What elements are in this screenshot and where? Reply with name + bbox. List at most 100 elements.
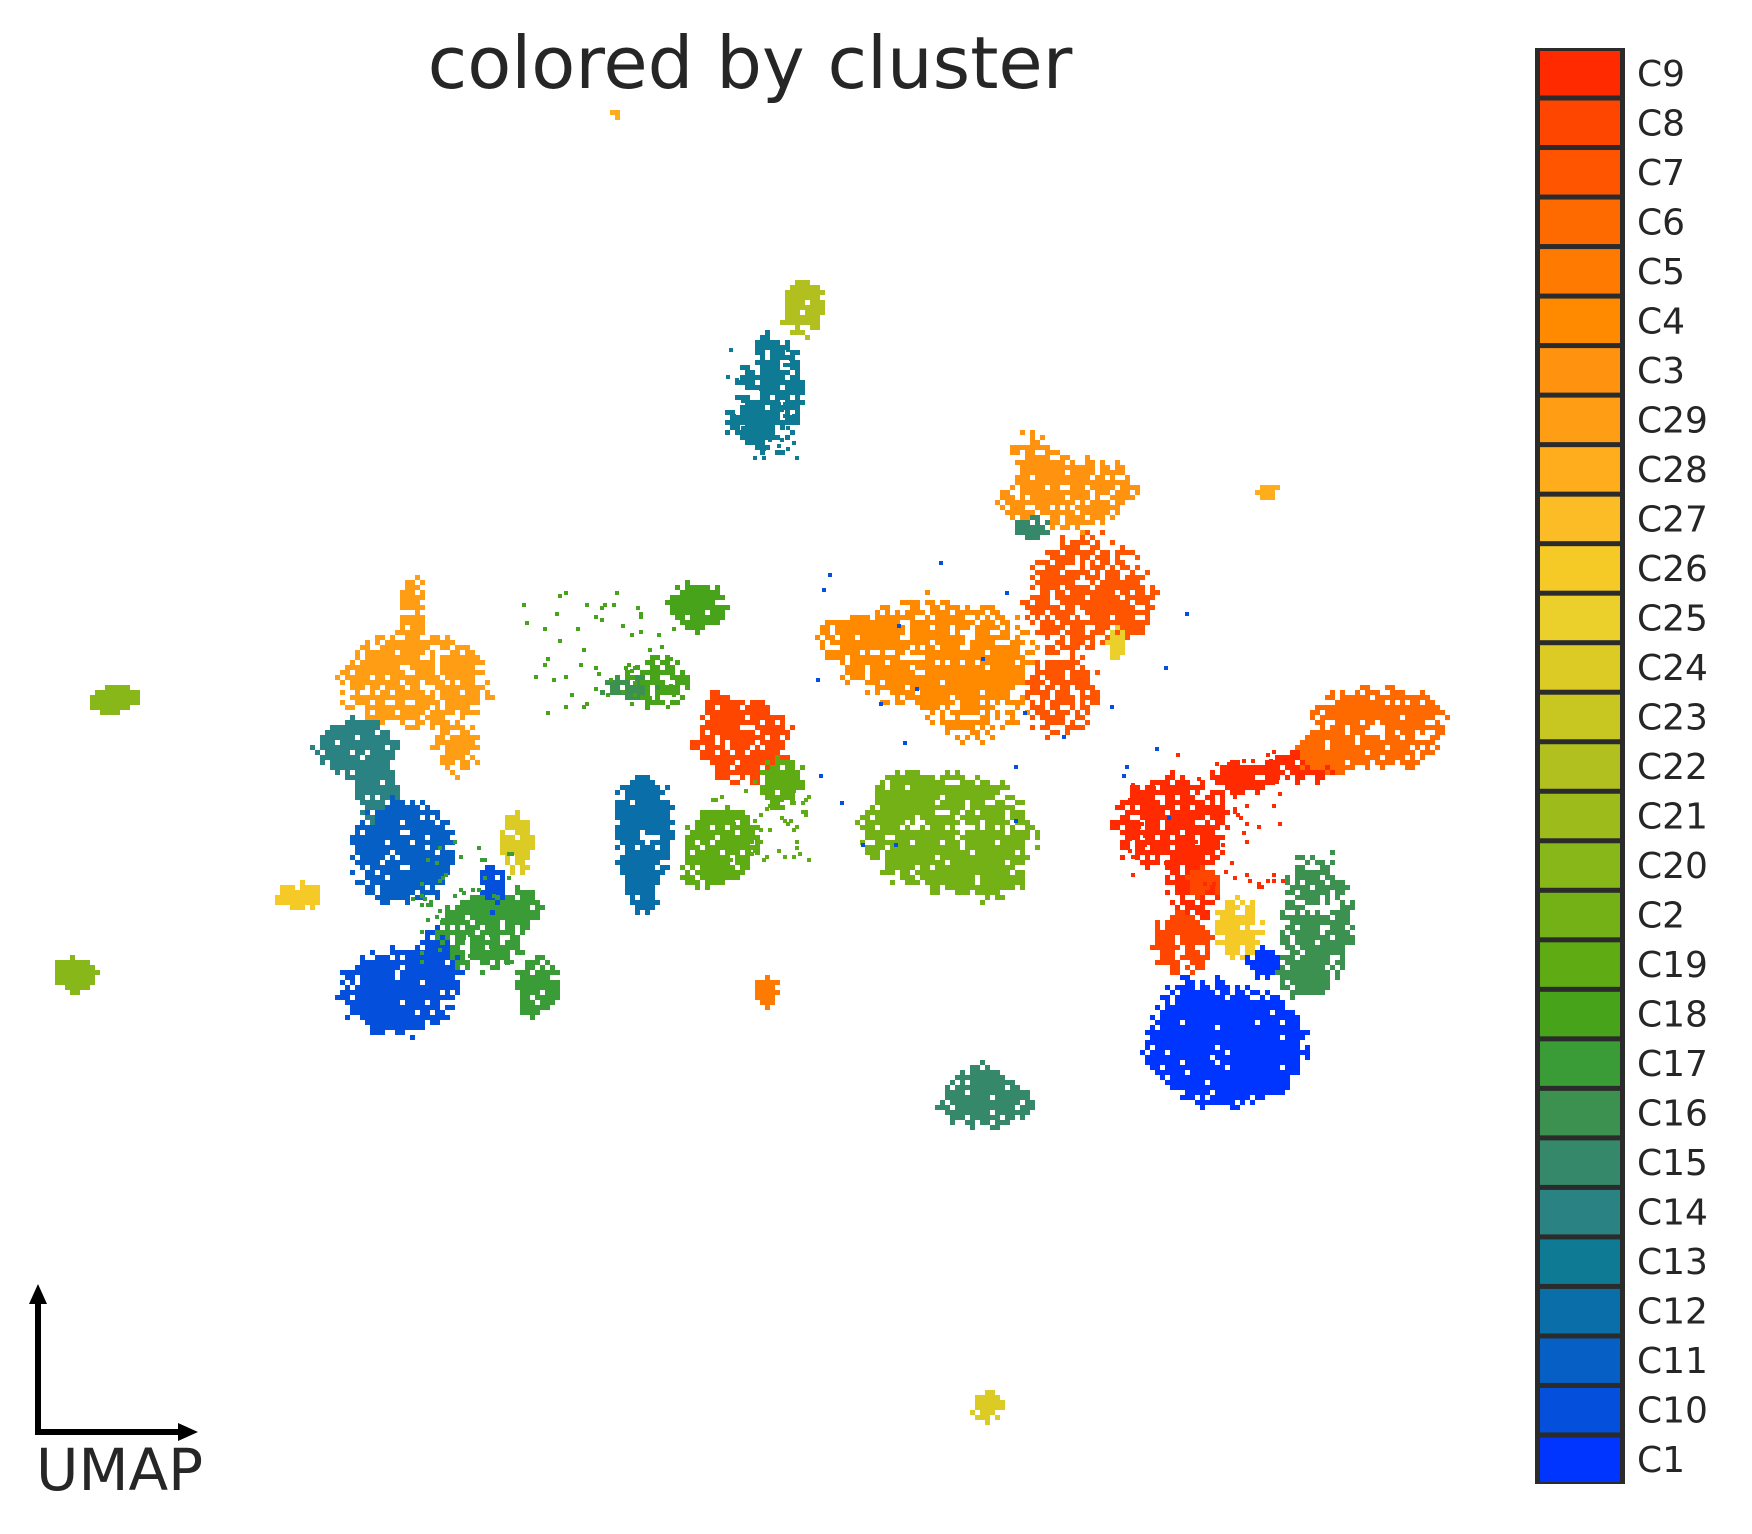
point-c10 <box>345 1000 350 1005</box>
point-c11 <box>375 810 380 815</box>
point-c29 <box>425 670 430 675</box>
point-c29 <box>445 710 450 715</box>
point-c29 <box>460 755 465 760</box>
point-c11 <box>370 850 375 855</box>
point-c10 <box>400 1020 405 1025</box>
point-c10 <box>490 890 495 895</box>
point-c10 <box>365 1020 370 1025</box>
point-c29 <box>365 715 370 720</box>
point-c10 <box>480 875 485 880</box>
point-c17 <box>525 975 530 980</box>
point-c11 <box>400 875 405 880</box>
point-c29 <box>390 670 395 675</box>
point-c26 <box>295 890 300 895</box>
point-c10 <box>395 965 400 970</box>
point-c10 <box>365 985 370 990</box>
point-c29 <box>465 655 470 660</box>
point-c17 <box>500 915 505 920</box>
point-c17 <box>540 975 545 980</box>
point-c29 <box>460 655 465 660</box>
point-c26 <box>290 885 295 890</box>
point-c11 <box>415 820 420 825</box>
point-c29 <box>380 650 385 655</box>
point-c13 <box>760 450 765 455</box>
point-c22 <box>795 300 800 305</box>
point-c29 <box>435 745 440 750</box>
point-c10 <box>390 950 395 955</box>
point-c14 <box>335 750 340 755</box>
point-c20 <box>90 980 95 985</box>
point-c14 <box>365 760 370 765</box>
point-c29 <box>415 675 420 680</box>
point-c22 <box>805 285 810 290</box>
point-c14 <box>355 780 360 785</box>
point-c11 <box>350 835 355 840</box>
point-c29 <box>370 655 375 660</box>
point-c14 <box>320 740 325 745</box>
point-c10 <box>375 1005 380 1010</box>
point-c20 <box>125 695 130 700</box>
point-c29 <box>370 650 375 655</box>
point-c13 <box>755 405 760 410</box>
point-c13 <box>790 375 795 380</box>
point-c29 <box>370 660 375 665</box>
point-c13 <box>755 435 760 440</box>
point-c17 <box>470 955 475 960</box>
point-c11 <box>395 805 400 810</box>
point-c14 <box>360 810 365 815</box>
point-c14 <box>350 765 355 770</box>
point-c29 <box>445 640 450 645</box>
point-c14 <box>340 760 345 765</box>
point-c14 <box>385 735 390 740</box>
point-c17 <box>505 950 510 955</box>
point-c29 <box>410 680 415 685</box>
point-c10 <box>355 1005 360 1010</box>
point-c29 <box>450 655 455 660</box>
point-c17 <box>455 965 460 970</box>
point-c17 <box>545 990 550 995</box>
point-c14 <box>330 730 335 735</box>
point-c24 <box>520 825 525 830</box>
point-c14 <box>350 760 355 765</box>
point-c29 <box>470 690 475 695</box>
point-c11 <box>370 875 375 880</box>
point-c20 <box>70 985 75 990</box>
point-c14 <box>310 745 315 750</box>
point-c24 <box>520 850 525 855</box>
point-c20 <box>115 685 120 690</box>
point-c11 <box>395 835 400 840</box>
point-c10 <box>360 1000 365 1005</box>
point-c20 <box>120 700 125 705</box>
point-c29 <box>395 660 400 665</box>
point-c29 <box>485 690 490 695</box>
point-c14 <box>355 730 360 735</box>
point-c29 <box>455 755 460 760</box>
point-c17 <box>550 985 555 990</box>
point-c24 <box>510 845 515 850</box>
point-c29 <box>475 685 480 690</box>
point-c14 <box>345 740 350 745</box>
point-c13 <box>780 425 785 430</box>
point-c17 <box>490 925 495 930</box>
point-c14 <box>335 725 340 730</box>
point-c17 <box>520 985 525 990</box>
point-c20 <box>85 970 90 975</box>
point-c29 <box>430 675 435 680</box>
point-c17 <box>465 960 470 965</box>
point-c17 <box>545 960 550 965</box>
point-c17 <box>525 920 530 925</box>
point-c10 <box>375 990 380 995</box>
point-c14 <box>365 720 370 725</box>
point-c11 <box>360 840 365 845</box>
point-c10 <box>445 970 450 975</box>
point-c10 <box>480 880 485 885</box>
point-c29 <box>435 715 440 720</box>
point-c13 <box>760 380 765 385</box>
point-c29 <box>450 680 455 685</box>
point-c13 <box>760 335 765 340</box>
point-c11 <box>395 880 400 885</box>
point-c11 <box>375 850 380 855</box>
point-c14 <box>365 805 370 810</box>
point-c14 <box>350 755 355 760</box>
point-c17 <box>450 955 455 960</box>
